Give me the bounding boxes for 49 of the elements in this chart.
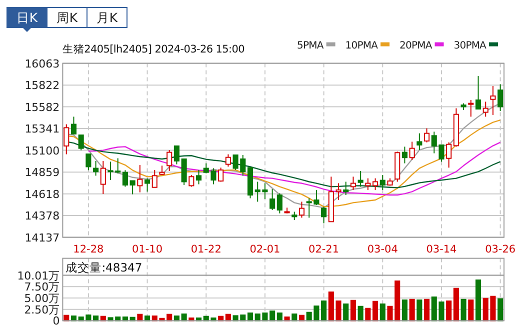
bar [350,300,356,322]
chart-title: 成交量:48347 [66,260,142,274]
bar [468,300,474,322]
bar [270,310,276,322]
x-tick-label: 02-21 [308,243,340,256]
bar [402,300,408,322]
y-tick-label: 10.01万 [17,269,60,282]
bar [380,304,386,322]
legend-label: 5PMA [297,40,324,52]
bar [365,308,371,322]
x-tick-label: 03-14 [426,243,458,256]
bar [372,300,378,322]
y-tick-label: 15582 [24,100,60,114]
text: 日K [16,10,38,25]
bar [424,298,430,322]
bar [409,298,415,322]
x-tick-label: 01-10 [132,243,163,256]
y-tick-label: 5.00万 [24,292,60,306]
x-tick-label: 03-04 [367,243,398,256]
bar [498,298,504,322]
bar [460,298,466,322]
y-tick-label: 0 [52,314,60,327]
x-tick-label: 02-01 [250,243,280,256]
x-tick-label: 01-22 [190,243,222,256]
y-tick-label: 14618 [24,188,60,201]
x-tick-label: 12-28 [73,243,104,256]
y-tick-label: 14378 [24,210,60,223]
text: 周K [56,10,78,25]
y-tick-label: 15341 [24,122,60,136]
y-tick-label: 16063 [24,57,60,70]
legend-label: 10PMA [345,40,378,52]
y-tick-label: 7.50万 [24,280,60,294]
y-tick-label: 14137 [24,231,60,244]
y-tick-label: 15822 [24,79,60,92]
bar [446,300,452,322]
bar [343,304,349,322]
y-tick-label: 2.50万 [24,303,60,316]
y-tick-label: 14859 [24,166,60,180]
text: 月K [96,10,118,25]
y-tick-label: 15100 [24,144,60,158]
legend-label: 30PMA [454,40,487,52]
chart-title: 生猪2405[lh2405] 2024-03-26 15:00 [62,42,245,56]
bar [453,288,459,322]
bar [358,306,364,322]
bar [416,300,422,322]
legend-label: 20PMA [400,40,432,52]
bar [321,300,327,322]
bar [475,280,482,322]
x-tick-label: 03-26 [485,243,516,256]
